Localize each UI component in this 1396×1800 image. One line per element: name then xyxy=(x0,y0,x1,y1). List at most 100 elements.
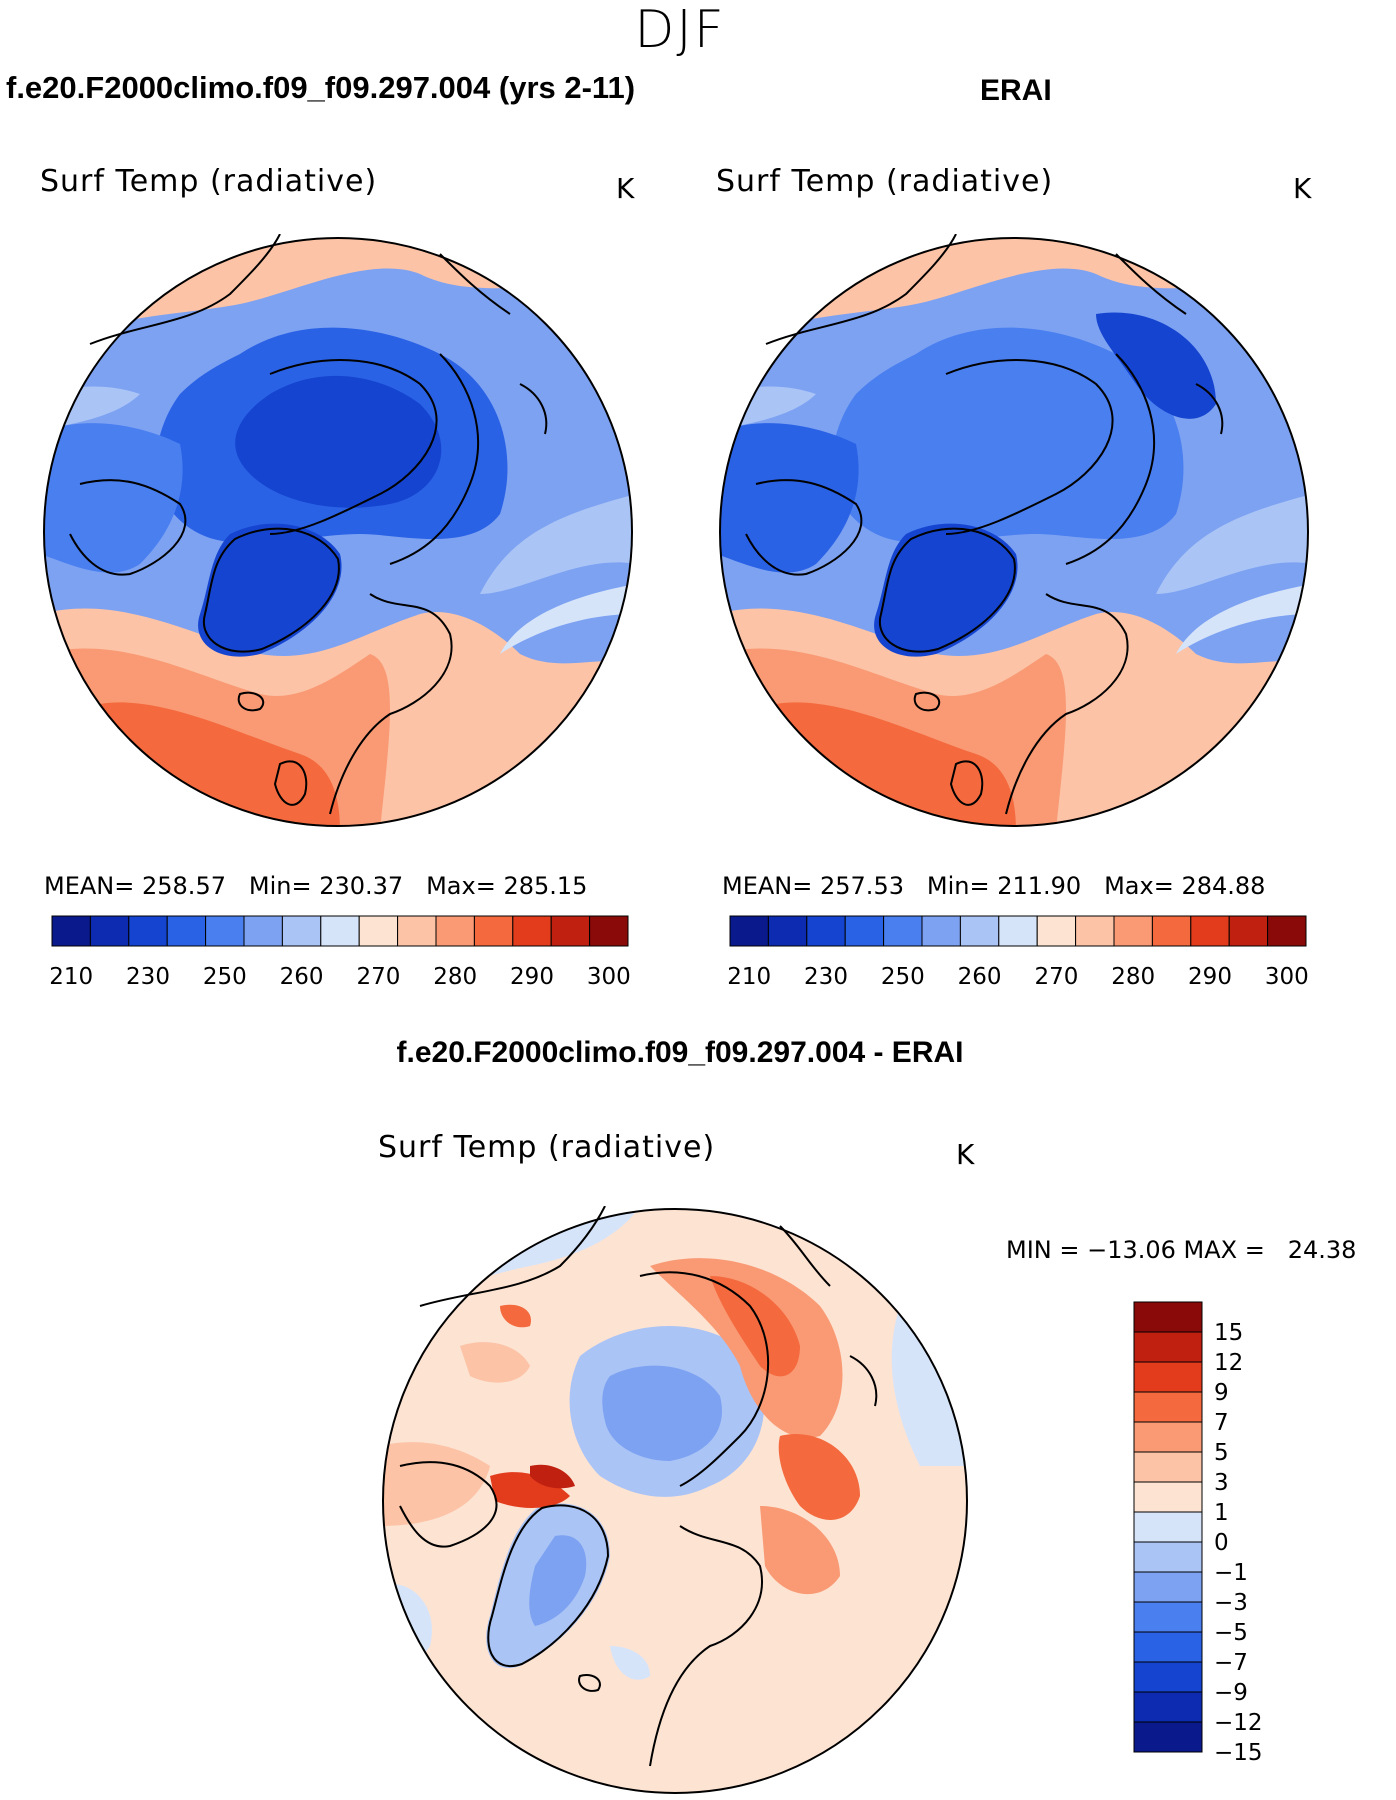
panel-1-colorbar-tick-label: 210 xyxy=(50,964,93,990)
diff-colorbar-tick-label: 0 xyxy=(1214,1530,1229,1556)
panel-1-colorbar-swatch xyxy=(589,915,629,947)
panel-2-colorbar-tick-label: 270 xyxy=(1034,964,1078,990)
diff-colorbar-tick-label: −12 xyxy=(1214,1710,1263,1736)
panel-1-unit: K xyxy=(616,172,635,205)
diff-colorbar-swatch xyxy=(1133,1691,1203,1723)
panel-2-stats: MEAN= 257.53 Min= 211.90 Max= 284.88 xyxy=(722,872,1265,900)
panel-2-colorbar-swatch xyxy=(729,915,769,947)
panel-1-colorbar-tick-label: 270 xyxy=(356,964,400,990)
diff-colorbar: 15 12 9 7 5 3 1 0 −1 −3 −5 −7 −9 −12 −15 xyxy=(1133,1301,1263,1766)
panel-1-colorbar-tick-label: 260 xyxy=(280,964,324,990)
panel-2-colorbar: 210 230 250 260 270 280 290 300 xyxy=(728,915,1308,990)
panel-1-min-label: Min= xyxy=(248,872,312,900)
diff-colorbar-tick-label: 1 xyxy=(1214,1500,1229,1526)
panel-1-colorbar-tick-label: 250 xyxy=(203,964,247,990)
panel-2-max: 284.88 xyxy=(1181,872,1266,900)
panel-2-max-label: Max= xyxy=(1104,872,1174,900)
diff-colorbar-tick-label: 7 xyxy=(1214,1410,1229,1436)
panel-2-colorbar-swatch xyxy=(1190,915,1230,947)
diff-colorbar-tick-label: −7 xyxy=(1214,1650,1248,1676)
season-title: DJF xyxy=(634,0,726,60)
panel-1-colorbar-swatch xyxy=(281,915,322,947)
panel-2-colorbar-swatch xyxy=(998,915,1038,947)
panel-2-colorbar-swatch xyxy=(1113,915,1153,947)
panel-1-stats: MEAN= 258.57 Min= 230.37 Max= 285.15 xyxy=(44,872,587,900)
diff-colorbar-tick-label: 12 xyxy=(1214,1350,1243,1376)
diff-colorbar-tick-label: −15 xyxy=(1214,1740,1263,1766)
panel-1-variable: Surf Temp (radiative) xyxy=(40,164,378,199)
panel-1-colorbar-swatch xyxy=(320,915,360,947)
panel-1-max: 285.15 xyxy=(503,872,588,900)
diff-colorbar-tick-label: 9 xyxy=(1214,1380,1229,1406)
panel-2-colorbar-swatch xyxy=(1075,915,1115,947)
panel-1-colorbar-swatch xyxy=(512,915,552,947)
diff-colorbar-swatch xyxy=(1133,1331,1203,1363)
diff-colorbar-swatch xyxy=(1133,1541,1203,1573)
panel-2-variable: Surf Temp (radiative) xyxy=(716,164,1054,199)
diff-colorbar-swatch xyxy=(1133,1391,1203,1423)
diff-colorbar-tick-label: 5 xyxy=(1214,1440,1229,1466)
panel-1-colorbar-swatch xyxy=(205,915,245,947)
panel-2-colorbar-tick-label: 260 xyxy=(958,964,1002,990)
panel-2-title: ERAI xyxy=(980,74,1052,107)
diff-colorbar-swatch xyxy=(1133,1631,1203,1663)
diff-colorbar-tick-label: −5 xyxy=(1214,1620,1248,1646)
panel-2-colorbar-tick-label: 230 xyxy=(804,964,848,990)
diff-colorbar-swatch xyxy=(1133,1511,1203,1543)
panel-1-title: f.e20.F2000climo.f09_f09.297.004 (yrs 2-… xyxy=(6,70,636,105)
diff-colorbar-tick-label: 15 xyxy=(1214,1320,1243,1346)
panel-1-colorbar-swatch xyxy=(473,915,514,947)
panel-2-mean-label: MEAN= xyxy=(722,872,813,900)
panel-1-colorbar-swatch xyxy=(51,915,91,947)
diff-colorbar-tick-label: −9 xyxy=(1214,1680,1248,1706)
panel-2-colorbar-tick-label: 300 xyxy=(1265,964,1308,990)
panel-1-max-label: Max= xyxy=(426,872,496,900)
diff-panel-title: f.e20.F2000climo.f09_f09.297.004 - ERAI xyxy=(396,1036,964,1069)
panel-1-colorbar-swatch xyxy=(243,915,283,947)
panel-2-colorbar-swatch xyxy=(921,915,961,947)
panel-2-colorbar-swatch xyxy=(1228,915,1269,947)
panel-2-colorbar-swatch xyxy=(767,915,808,947)
panel-1-colorbar-tick-label: 230 xyxy=(126,964,170,990)
panel-2-min-label: Min= xyxy=(926,872,990,900)
diff-colorbar-swatch xyxy=(1133,1601,1203,1633)
panel-1-min: 230.37 xyxy=(319,872,404,900)
diff-colorbar-swatch xyxy=(1133,1451,1203,1483)
diff-colorbar-tick-label: 3 xyxy=(1214,1470,1229,1496)
panel-1-colorbar-tick-label: 290 xyxy=(510,964,554,990)
panel-2-min: 211.90 xyxy=(997,872,1082,900)
panel-2-colorbar-tick-label: 280 xyxy=(1111,964,1155,990)
panel-1-colorbar-tick-label: 280 xyxy=(433,964,477,990)
panel-2-unit: K xyxy=(1293,172,1312,205)
panel-2-colorbar-swatch xyxy=(1036,915,1077,947)
panel-1-colorbar-swatch xyxy=(550,915,591,947)
diff-colorbar-swatch xyxy=(1133,1301,1203,1333)
panel-1-colorbar-swatch xyxy=(128,915,168,947)
panel-2-polar-map xyxy=(719,234,1309,827)
panel-1-mean-label: MEAN= xyxy=(44,872,135,900)
panel-1-colorbar-tick-label: 300 xyxy=(587,964,630,990)
diff-panel-unit: K xyxy=(956,1138,975,1171)
diff-panel-stats: MIN = −13.06 MAX = 24.38 xyxy=(1006,1236,1357,1264)
panel-1-polar-map xyxy=(43,234,633,827)
panel-1-colorbar-swatch xyxy=(358,915,399,947)
panel-2-colorbar-swatch xyxy=(844,915,885,947)
panel-1-colorbar-swatch xyxy=(397,915,437,947)
panel-2-colorbar-tick-label: 210 xyxy=(728,964,771,990)
diff-colorbar-swatch xyxy=(1133,1721,1203,1753)
diff-colorbar-swatch xyxy=(1133,1361,1203,1393)
diff-panel-variable: Surf Temp (radiative) xyxy=(378,1130,716,1165)
panel-1-colorbar: 210 230 250 260 270 280 290 300 xyxy=(50,915,630,990)
diff-colorbar-tick-label: −1 xyxy=(1214,1560,1248,1586)
panel-2-colorbar-tick-label: 290 xyxy=(1188,964,1232,990)
diff-colorbar-swatch xyxy=(1133,1481,1203,1513)
panel-2-colorbar-swatch xyxy=(959,915,1000,947)
panel-1-colorbar-swatch xyxy=(89,915,130,947)
panel-2-colorbar-swatch xyxy=(806,915,846,947)
diff-colorbar-swatch xyxy=(1133,1421,1203,1453)
diff-colorbar-swatch xyxy=(1133,1661,1203,1693)
panel-1-colorbar-swatch xyxy=(435,915,475,947)
panel-2-colorbar-swatch xyxy=(1267,915,1307,947)
panel-1-mean: 258.57 xyxy=(142,872,226,900)
diff-colorbar-tick-label: −3 xyxy=(1214,1590,1248,1616)
